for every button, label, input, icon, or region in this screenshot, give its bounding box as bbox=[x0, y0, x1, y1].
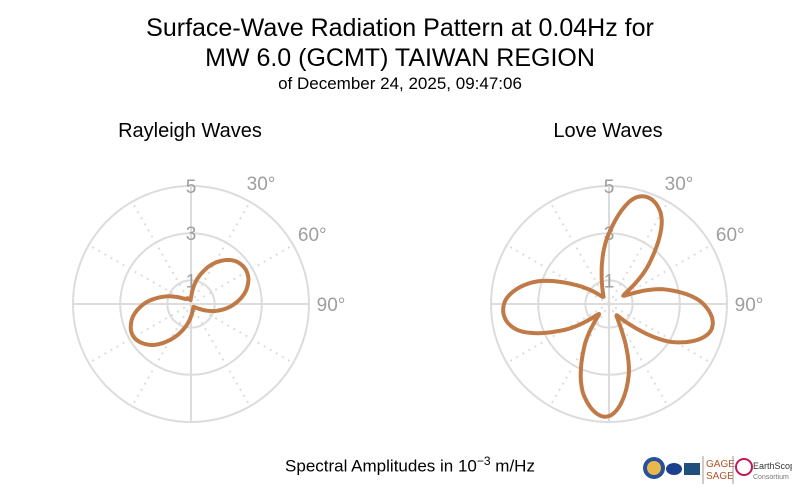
love-data-point bbox=[659, 212, 663, 216]
love-data-point bbox=[582, 345, 586, 349]
rayleigh-grid-spoke-330 bbox=[131, 201, 192, 305]
rayleigh-data-point bbox=[162, 295, 166, 299]
love-angle-tick-label: 90° bbox=[735, 295, 764, 316]
rayleigh-data-point bbox=[178, 296, 182, 300]
gage-logo-text: GAGE bbox=[706, 459, 735, 470]
love-data-point bbox=[647, 262, 651, 266]
rayleigh-data-point bbox=[191, 308, 195, 312]
love-data-point bbox=[673, 340, 677, 344]
love-data-point bbox=[599, 294, 603, 298]
love-data-point bbox=[600, 275, 604, 279]
consortium-logo-text: Consortium bbox=[753, 474, 789, 481]
rayleigh-angle-tick-label: 30° bbox=[247, 174, 276, 195]
rayleigh-data-point bbox=[189, 315, 193, 319]
love-grid-spoke-150 bbox=[608, 303, 669, 407]
rayleigh-data-point bbox=[168, 338, 172, 342]
usgs-logo-icon bbox=[684, 463, 700, 475]
rayleigh-data-point bbox=[232, 302, 236, 306]
rayleigh-grid-spoke-60 bbox=[190, 244, 294, 305]
rayleigh-data-point bbox=[245, 270, 249, 274]
rayleigh-grid-spoke-30 bbox=[190, 201, 251, 305]
rayleigh-data-point bbox=[232, 259, 236, 263]
love-data-point bbox=[627, 375, 631, 379]
love-data-point bbox=[514, 327, 518, 331]
love-grid-spoke-60 bbox=[608, 244, 712, 305]
rayleigh-grid-spoke-300 bbox=[88, 244, 192, 305]
rayleigh-polar-plot: 1 3 5 30° 60° 90° bbox=[72, 174, 346, 423]
earthscope-logo-text: EarthScope bbox=[753, 461, 792, 471]
love-grid-spoke-240 bbox=[506, 303, 610, 364]
rayleigh-angle-tick-label: 90° bbox=[317, 295, 346, 316]
footer-text: Spectral Amplitudes in bbox=[285, 456, 458, 476]
rayleigh-data-point bbox=[142, 302, 146, 306]
love-grid-spoke-30 bbox=[608, 201, 669, 305]
footer-exponent: −3 bbox=[476, 454, 491, 468]
love-grid-spoke-330 bbox=[549, 201, 610, 305]
love-data-point bbox=[607, 231, 611, 235]
love-grid-spoke-300 bbox=[506, 244, 610, 305]
earthscope-logo-icon bbox=[735, 458, 753, 476]
rayleigh-r-tick-label: 5 bbox=[186, 177, 197, 198]
rayleigh-data-point bbox=[198, 307, 202, 311]
rayleigh-data-point bbox=[196, 276, 200, 280]
love-data-point bbox=[502, 302, 506, 306]
love-data-point bbox=[627, 322, 631, 326]
rayleigh-data-point bbox=[215, 309, 219, 313]
rayleigh-data-point bbox=[132, 335, 136, 339]
love-r-tick-label: 5 bbox=[604, 177, 615, 198]
love-data-point bbox=[636, 195, 640, 199]
rayleigh-data-point bbox=[186, 296, 190, 300]
love-grid-spoke-120 bbox=[608, 303, 712, 364]
chart-title-line2: MW 6.0 (GCMT) TAIWAN REGION bbox=[205, 44, 595, 72]
rayleigh-data-point bbox=[188, 298, 192, 302]
rayleigh-r-tick-label: 3 bbox=[186, 224, 197, 245]
love-data-point bbox=[597, 312, 601, 316]
rayleigh-data-point bbox=[130, 318, 134, 322]
love-angle-tick-label: 30° bbox=[665, 174, 694, 195]
rayleigh-data-point bbox=[245, 287, 249, 291]
love-data-point bbox=[607, 414, 611, 418]
rayleigh-data-point bbox=[191, 306, 195, 310]
footer-unit: m/Hz bbox=[490, 456, 535, 476]
love-data-point bbox=[615, 316, 619, 320]
sponsor-logos: GAGE SAGE EarthScope Consortium bbox=[643, 456, 792, 484]
love-data-point bbox=[701, 302, 705, 306]
rayleigh-r-tick-label: 1 bbox=[186, 271, 197, 292]
love-data-point bbox=[582, 394, 586, 398]
love-panel-title: Love Waves bbox=[553, 120, 663, 142]
rayleigh-data-point bbox=[213, 261, 217, 265]
love-grid-spoke-210 bbox=[549, 303, 610, 407]
nsf-logo-inner-icon bbox=[647, 461, 661, 475]
chart-title-line1: Surface-Wave Radiation Pattern at 0.04Hz… bbox=[146, 14, 654, 42]
rayleigh-grid-spoke-210 bbox=[131, 303, 192, 407]
rayleigh-angle-tick-label: 60° bbox=[298, 225, 327, 246]
love-data-point bbox=[601, 292, 605, 296]
footer-base: 10 bbox=[457, 456, 477, 476]
rayleigh-grid-spoke-240 bbox=[88, 303, 192, 364]
rayleigh-panel-title: Rayleigh Waves bbox=[118, 120, 262, 142]
rayleigh-data-point bbox=[183, 326, 187, 330]
chart-subtitle: of December 24, 2025, 09:47:06 bbox=[278, 74, 522, 93]
love-data-point bbox=[708, 329, 712, 333]
love-data-point bbox=[562, 328, 566, 332]
rayleigh-grid-spoke-150 bbox=[190, 303, 251, 407]
nasa-logo-icon bbox=[666, 463, 682, 475]
love-r-tick-label: 1 bbox=[604, 271, 615, 292]
love-data-point bbox=[574, 283, 578, 287]
rayleigh-grid-spoke-120 bbox=[190, 303, 294, 364]
love-angle-tick-label: 60° bbox=[716, 225, 745, 246]
love-data-point bbox=[528, 281, 532, 285]
sage-logo-text: SAGE bbox=[706, 471, 734, 482]
love-data-point bbox=[662, 287, 666, 291]
amplitude-units-label: Spectral Amplitudes in 10−3 m/Hz bbox=[0, 454, 800, 477]
love-data-point bbox=[621, 294, 625, 298]
rayleigh-data-point bbox=[148, 343, 152, 347]
